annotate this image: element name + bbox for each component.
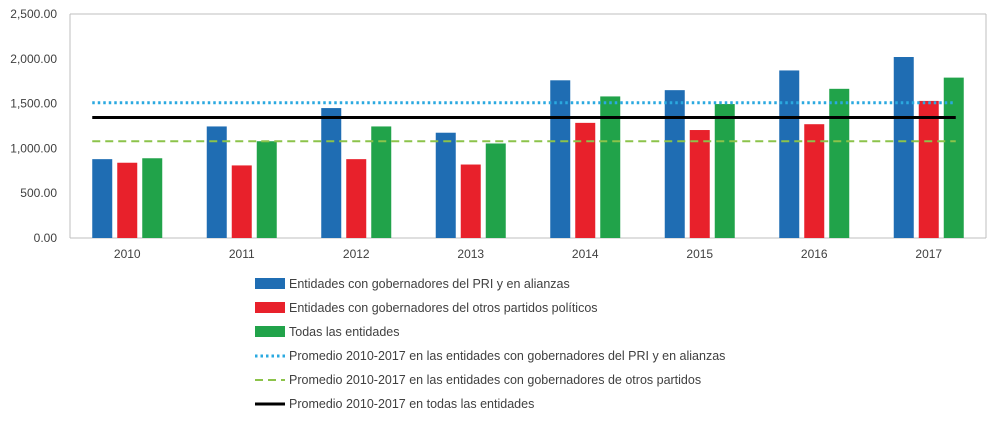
bar (321, 108, 342, 238)
bar (893, 57, 914, 239)
bar (664, 90, 685, 238)
bar (918, 100, 939, 238)
legend: Entidades con gobernadores del PRI y en … (255, 277, 725, 411)
bar (142, 158, 163, 238)
x-tick-label: 2016 (801, 247, 828, 261)
legend-label: Promedio 2010-2017 en todas las entidade… (289, 397, 534, 411)
bar (371, 126, 392, 238)
legend-label: Entidades con gobernadores del PRI y en … (289, 277, 570, 291)
y-tick-label: 1,500.00 (10, 97, 57, 111)
bar (206, 126, 227, 238)
bar (256, 141, 277, 238)
y-tick-label: 500.00 (20, 186, 57, 200)
bar (92, 159, 113, 238)
bar (779, 70, 800, 238)
x-tick-label: 2012 (343, 247, 370, 261)
legend-label: Promedio 2010-2017 en las entidades con … (289, 349, 725, 363)
x-tick-label: 2017 (915, 247, 942, 261)
legend-swatch (255, 326, 285, 337)
legend-label: Entidades con gobernadores del otros par… (289, 301, 598, 315)
bar (804, 124, 825, 238)
legend-label: Todas las entidades (289, 325, 400, 339)
bar (485, 143, 506, 238)
x-tick-label: 2011 (229, 247, 255, 261)
bar (346, 159, 367, 238)
legend-swatch (255, 278, 285, 289)
bar (435, 132, 456, 238)
bar (714, 104, 735, 238)
bar (117, 162, 138, 238)
bar (460, 164, 481, 238)
bar (689, 130, 710, 238)
x-ticks-group: 2010 2011 2012 2013 2014 2015 2016 2017 (114, 247, 943, 261)
x-tick-label: 2014 (572, 247, 599, 261)
legend-swatch (255, 302, 285, 313)
reference-lines-group (92, 101, 956, 143)
y-ticks-group: 0.00 500.00 1,000.00 1,500.00 2,000.00 2,500.… (10, 7, 57, 245)
bar (575, 122, 596, 238)
x-tick-label: 2010 (114, 247, 141, 261)
bar (829, 88, 850, 238)
y-tick-label: 2,500.00 (10, 7, 57, 21)
bar (600, 96, 621, 238)
y-tick-label: 1,000.00 (10, 141, 57, 155)
x-tick-label: 2015 (686, 247, 713, 261)
x-tick-label: 2013 (457, 247, 484, 261)
y-tick-label: 0.00 (34, 231, 58, 245)
legend-label: Promedio 2010-2017 en las entidades con … (289, 373, 701, 387)
bar (231, 165, 252, 238)
bar (550, 80, 571, 238)
y-tick-label: 2,000.00 (10, 52, 57, 66)
